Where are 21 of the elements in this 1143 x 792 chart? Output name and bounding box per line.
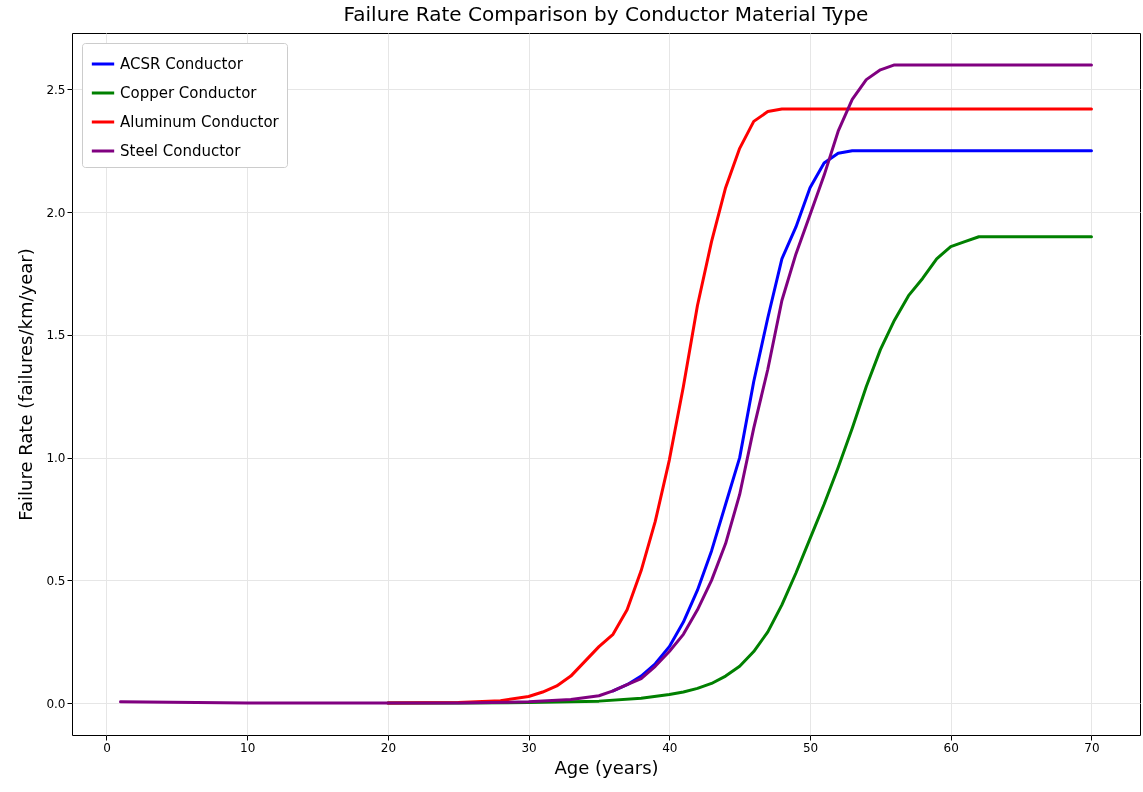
y-tick-label: 0.5 <box>46 573 66 588</box>
x-axis-title: Age (years) <box>554 756 659 778</box>
x-tick-label: 40 <box>662 740 678 755</box>
x-tick-label: 10 <box>240 740 256 755</box>
x-tick-label: 0 <box>103 740 111 755</box>
y-tick-label: 2.0 <box>46 205 66 220</box>
x-tick-label: 70 <box>1084 740 1100 755</box>
x-tick-label: 20 <box>380 740 397 755</box>
legend-label: Aluminum Conductor <box>120 113 280 131</box>
legend-label: ACSR Conductor <box>120 55 244 73</box>
y-tick-label: 1.5 <box>46 328 66 343</box>
x-tick-label: 30 <box>521 740 537 755</box>
x-tick-label: 60 <box>943 740 959 755</box>
legend-label: Steel Conductor <box>120 142 242 160</box>
chart-title: Failure Rate Comparison by Conductor Material Type <box>343 2 869 26</box>
x-tick-label: 50 <box>802 740 819 755</box>
legend-label: Copper Conductor <box>120 84 258 102</box>
y-tick-label: 0.0 <box>46 696 66 711</box>
y-tick-label: 2.5 <box>46 82 66 97</box>
y-axis-title: Failure Rate (failures/km/year) <box>15 248 37 521</box>
y-tick-label: 1.0 <box>46 451 66 466</box>
